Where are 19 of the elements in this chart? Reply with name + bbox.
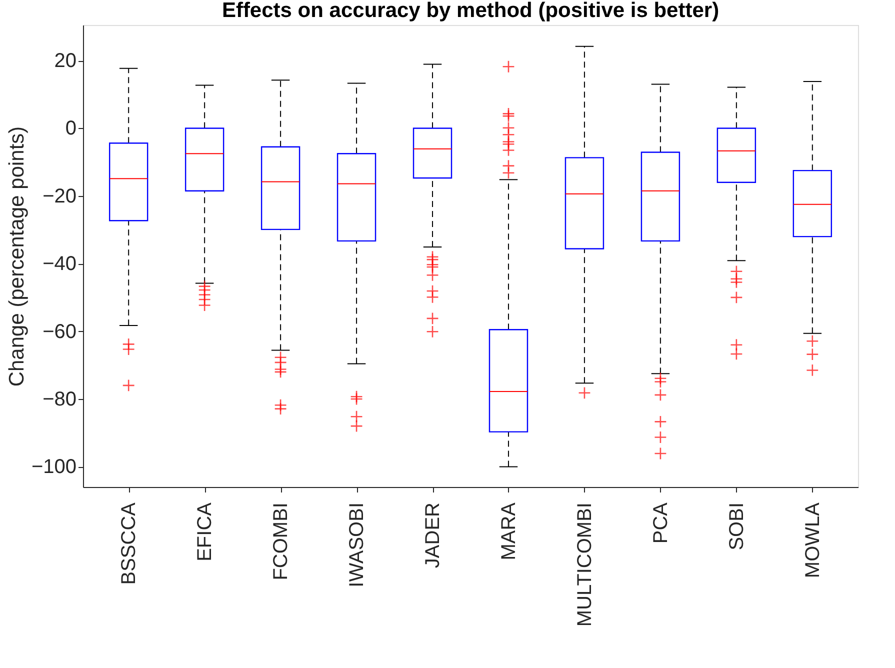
- y-tick-label: 0: [65, 118, 76, 140]
- y-tick-label: −20: [42, 185, 76, 208]
- x-tick-label: MOWLA: [802, 502, 824, 578]
- y-tick-label: −60: [42, 320, 76, 343]
- x-tick-label: JADER: [422, 502, 444, 568]
- y-tick-label: −100: [31, 456, 76, 478]
- y-tick-label: −80: [42, 388, 76, 410]
- x-tick-label: FCOMBI: [270, 502, 292, 580]
- x-tick-label: EFICA: [194, 502, 216, 562]
- x-tick-label: SOBI: [726, 502, 748, 550]
- x-tick-label: MULTICOMBI: [574, 502, 596, 627]
- x-tick-label: BSSCCA: [118, 502, 140, 585]
- y-axis-title: Change (percentage points): [5, 126, 28, 387]
- chart-title: Effects on accuracy by method (positive is better): [222, 0, 720, 22]
- x-tick-label: PCA: [650, 502, 672, 544]
- x-tick-label: MARA: [498, 502, 520, 560]
- y-tick-label: −40: [42, 253, 76, 276]
- x-tick-label: IWASOBI: [346, 502, 368, 588]
- y-tick-label: 20: [54, 50, 76, 72]
